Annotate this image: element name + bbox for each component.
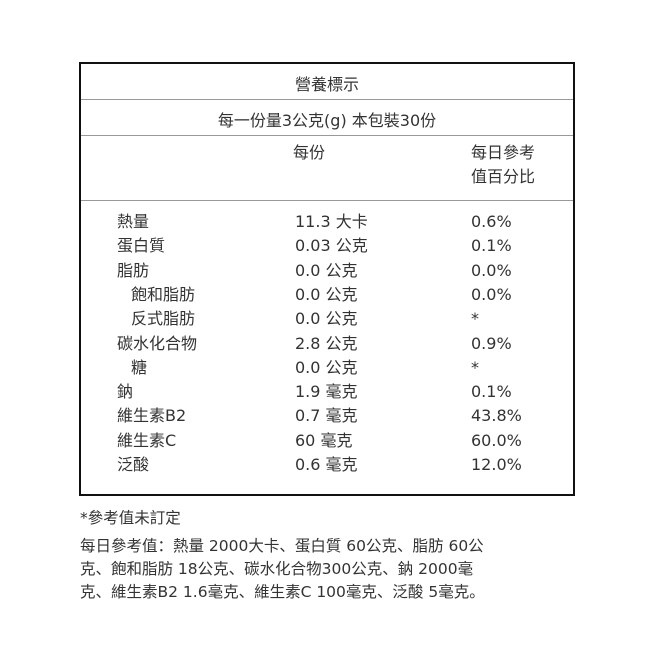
nutrient-row: 碳水化合物 2.8 公克 0.9% <box>81 332 573 356</box>
nutrient-value: 0.0 公克 <box>295 357 358 377</box>
nutrient-daily-pct: 0.1% <box>471 382 512 402</box>
nutrient-value: 0.03 公克 <box>295 236 368 256</box>
nutrient-name: 碳水化合物 <box>117 333 198 353</box>
nutrient-name: 維生素B2 <box>117 406 187 426</box>
nutrient-daily-pct: 0.0% <box>471 260 512 280</box>
nutrient-name: 蛋白質 <box>117 236 166 256</box>
nutrient-name: 脂肪 <box>117 260 150 280</box>
nutrient-row: 維生素C 60 毫克 60.0% <box>81 429 573 453</box>
reference-line: 克、飽和脂肪 18公克、碳水化合物300公克、鈉 2000毫 <box>80 560 474 578</box>
nutrient-row: 維生素B2 0.7 毫克 43.8% <box>81 404 573 428</box>
nutrient-daily-pct: 0.0% <box>471 284 512 304</box>
reference-line: 克、維生素B2 1.6毫克、維生素C 100毫克、泛酸 5毫克。 <box>80 583 485 601</box>
nutrient-daily-pct: 0.1% <box>471 236 512 256</box>
nutrient-value: 0.0 公克 <box>295 284 358 304</box>
nutrient-daily-pct: * <box>471 309 479 329</box>
nutrient-daily-pct: * <box>471 357 479 377</box>
nutrient-name: 泛酸 <box>117 455 150 474</box>
nutrient-value: 0.0 公克 <box>295 260 358 280</box>
divider <box>81 200 573 201</box>
divider <box>81 135 573 136</box>
nutrient-daily-pct: 0.9% <box>471 333 512 353</box>
nutrient-daily-pct: 60.0% <box>471 430 522 450</box>
nutrition-label: 營養標示 每一份量3公克(g) 本包裝30份 每份 每日參考 值百分比 熱量 11… <box>79 62 575 496</box>
nutrient-name: 糖 <box>131 357 148 377</box>
nutrient-daily-pct: 12.0% <box>471 455 522 474</box>
per-serving-header: 每份 <box>293 143 326 162</box>
nutrient-row: 蛋白質 0.03 公克 0.1% <box>81 234 573 258</box>
label-title: 營養標示 <box>294 75 359 94</box>
nutrient-row: 反式脂肪 0.0 公克 * <box>81 307 573 331</box>
footnote: *參考值未訂定 <box>80 509 181 527</box>
nutrient-row: 飽和脂肪 0.0 公克 0.0% <box>81 283 573 307</box>
nutrient-row: 脂肪 0.0 公克 0.0% <box>81 259 573 283</box>
daily-value-header-line1: 每日參考 <box>471 143 536 162</box>
nutrient-name: 反式脂肪 <box>131 309 196 329</box>
nutrient-value: 2.8 公克 <box>295 333 358 353</box>
nutrient-value: 1.9 毫克 <box>295 382 358 402</box>
nutrient-name: 鈉 <box>117 382 134 402</box>
nutrient-row: 泛酸 0.6 毫克 12.0% <box>81 453 573 477</box>
nutrient-row: 熱量 11.3 大卡 0.6% <box>81 210 573 234</box>
nutrient-value: 0.6 毫克 <box>295 455 358 474</box>
serving-info: 每一份量3公克(g) 本包裝30份 <box>217 111 437 130</box>
nutrient-daily-pct: 43.8% <box>471 406 522 426</box>
nutrient-row: 鈉 1.9 毫克 0.1% <box>81 380 573 404</box>
nutrient-value: 11.3 大卡 <box>295 212 368 231</box>
nutrient-row: 糖 0.0 公克 * <box>81 356 573 380</box>
nutrient-name: 維生素C <box>117 430 177 450</box>
nutrient-name: 熱量 <box>117 212 150 231</box>
nutrient-value: 0.7 毫克 <box>295 406 358 426</box>
nutrient-daily-pct: 0.6% <box>471 212 512 231</box>
nutrient-name: 飽和脂肪 <box>131 284 196 304</box>
daily-value-header-line2: 值百分比 <box>471 167 536 186</box>
nutrient-value: 0.0 公克 <box>295 309 358 329</box>
divider <box>81 99 573 100</box>
nutrient-value: 60 毫克 <box>295 430 353 450</box>
reference-line: 每日參考值：熱量 2000大卡、蛋白質 60公克、脂肪 60公 <box>80 537 484 555</box>
